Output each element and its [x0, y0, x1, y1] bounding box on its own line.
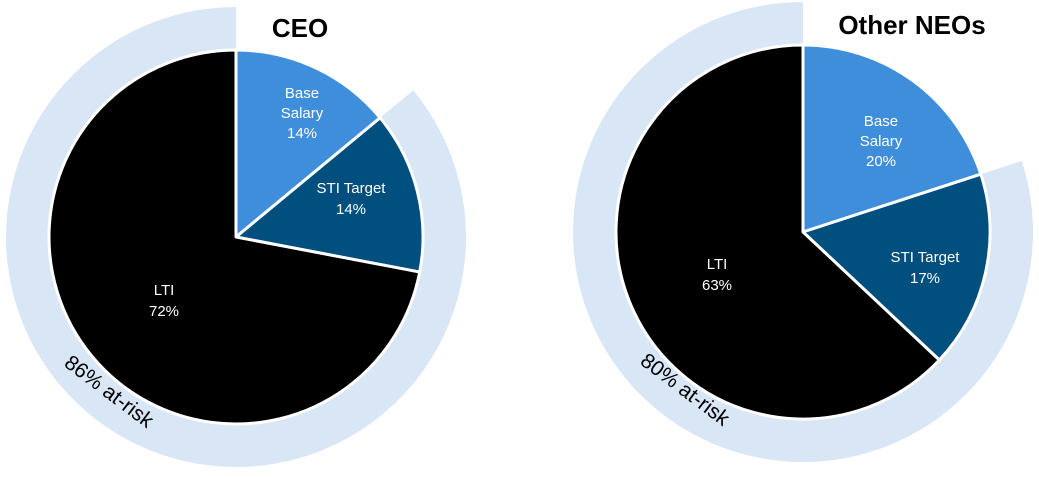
other-neos-pie-chart: Other NEOs Base Salary 20% STI Target 17…: [572, 2, 1033, 462]
other-neos-base-salary-slice: [801, 43, 983, 234]
other-neos-sti-target-slice: [801, 172, 992, 362]
other-neos-chart-title: Other NEOs: [838, 10, 985, 40]
other-neos-base-salary-value: 20%: [866, 153, 896, 170]
ceo-base-salary-slice: [234, 48, 382, 239]
other-neos-lti-slice: [614, 43, 941, 421]
ceo-chart-title: CEO: [272, 13, 328, 43]
ceo-lti-value: 72%: [149, 303, 179, 320]
other-neos-sti-target-value: 17%: [910, 270, 940, 287]
other-neos-lti-label: LTI: [707, 256, 728, 273]
ceo-base-salary-value: 14%: [287, 125, 317, 142]
ceo-base-salary-label-line1: Base: [285, 85, 319, 102]
ceo-pie-chart: CEO Base Salary 14% STI Target 14% LTI 7…: [6, 7, 467, 467]
ceo-sti-target-label: STI Target: [317, 180, 387, 197]
other-neos-sti-target-label: STI Target: [891, 249, 961, 266]
other-neos-base-salary-label-line1: Base: [864, 113, 898, 130]
ceo-lti-slice: [47, 48, 422, 426]
other-neos-base-salary-label-line2: Salary: [860, 133, 903, 150]
ceo-sti-target-slice: [234, 116, 425, 274]
ceo-sti-target-value: 14%: [336, 201, 366, 218]
ceo-lti-label: LTI: [154, 282, 175, 299]
other-neos-lti-value: 63%: [702, 277, 732, 294]
ceo-base-salary-label-line2: Salary: [281, 105, 324, 122]
